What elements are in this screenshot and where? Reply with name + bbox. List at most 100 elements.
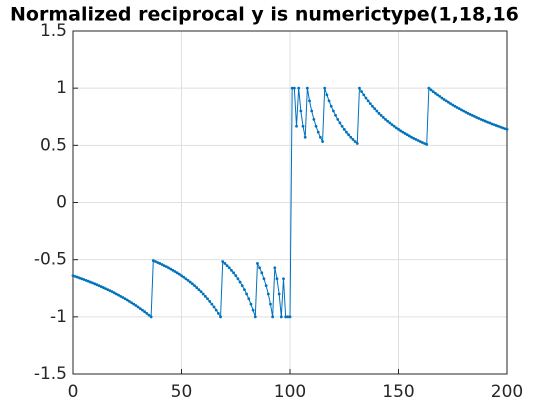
data-point — [201, 292, 205, 296]
data-point — [499, 125, 502, 129]
data-point — [323, 86, 327, 90]
data-point — [247, 297, 251, 301]
data-point — [451, 103, 455, 107]
data-point — [143, 310, 147, 314]
data-point — [171, 268, 175, 272]
data-point — [462, 109, 465, 113]
data-point — [177, 272, 181, 276]
data-point — [503, 127, 507, 131]
data-point — [479, 117, 483, 121]
chart-title: Normalized reciprocal y is numerictype(1… — [10, 4, 519, 26]
data-point — [110, 290, 114, 294]
y-tick-label: -0.5 — [34, 250, 67, 270]
data-point — [134, 304, 138, 307]
data-point — [310, 109, 314, 113]
data-point — [199, 290, 203, 294]
data-point — [407, 134, 411, 138]
data-point — [180, 274, 183, 278]
data-point — [256, 262, 259, 265]
data-point — [466, 111, 470, 115]
data-point — [292, 86, 296, 90]
data-point — [410, 135, 413, 139]
data-point — [269, 302, 272, 306]
data-point — [156, 261, 160, 264]
y-tick-label: 1.5 — [40, 21, 67, 41]
data-point — [427, 86, 431, 90]
data-point — [301, 124, 305, 128]
data-point — [212, 305, 216, 309]
data-point — [219, 315, 222, 319]
data-point — [444, 99, 448, 103]
data-point — [193, 284, 196, 288]
data-point — [390, 123, 394, 127]
data-point — [262, 277, 266, 281]
data-point — [505, 127, 509, 131]
y-tick-label: -1.5 — [34, 364, 67, 384]
data-point — [470, 113, 474, 117]
data-point — [97, 284, 101, 288]
data-point — [106, 288, 110, 292]
data-point — [379, 113, 383, 117]
data-point — [132, 302, 136, 306]
data-point — [258, 266, 262, 270]
data-point — [483, 119, 487, 123]
data-point — [175, 271, 179, 275]
data-point — [221, 260, 225, 263]
data-point — [329, 104, 333, 108]
data-point — [418, 140, 422, 143]
data-point — [266, 292, 270, 296]
data-point — [288, 315, 292, 319]
data-point — [353, 140, 357, 143]
data-point — [290, 86, 294, 90]
data-point — [117, 293, 120, 297]
data-point — [299, 109, 303, 113]
data-point — [121, 296, 125, 299]
data-point — [447, 100, 450, 104]
data-point — [455, 106, 459, 109]
data-point — [358, 86, 361, 90]
data-point — [394, 126, 398, 130]
data-point — [91, 281, 94, 285]
x-tick-label: 100 — [274, 382, 306, 402]
data-point — [338, 121, 342, 125]
data-point — [214, 308, 218, 312]
data-point — [173, 270, 177, 273]
data-point — [188, 280, 192, 284]
data-point — [312, 117, 316, 121]
data-point — [182, 275, 186, 279]
data-point — [203, 294, 207, 298]
data-point — [377, 111, 381, 115]
data-point — [384, 117, 387, 121]
data-point — [80, 277, 84, 281]
data-point — [496, 124, 500, 128]
data-point — [501, 126, 505, 130]
data-point — [101, 286, 105, 289]
data-point — [123, 297, 127, 301]
data-point — [318, 135, 322, 139]
data-point — [295, 124, 298, 128]
data-point — [275, 277, 279, 281]
data-point — [210, 302, 214, 306]
data-point — [401, 130, 405, 134]
data-point — [108, 289, 112, 293]
y-tick-label: -1 — [50, 307, 67, 327]
data-point — [223, 262, 227, 265]
data-point — [82, 278, 86, 281]
data-point — [251, 308, 255, 312]
data-point — [486, 120, 489, 124]
data-point — [160, 263, 164, 266]
data-point — [332, 109, 335, 113]
data-point — [425, 143, 429, 146]
data-point — [494, 124, 498, 127]
y-tick-label: 0.5 — [40, 135, 67, 155]
data-point — [184, 277, 188, 281]
data-point — [397, 127, 400, 131]
data-point — [386, 119, 390, 123]
data-point — [308, 99, 311, 103]
data-point — [260, 271, 264, 275]
x-tick-label: 50 — [171, 382, 193, 402]
data-point — [375, 109, 379, 113]
data-point — [468, 112, 472, 116]
